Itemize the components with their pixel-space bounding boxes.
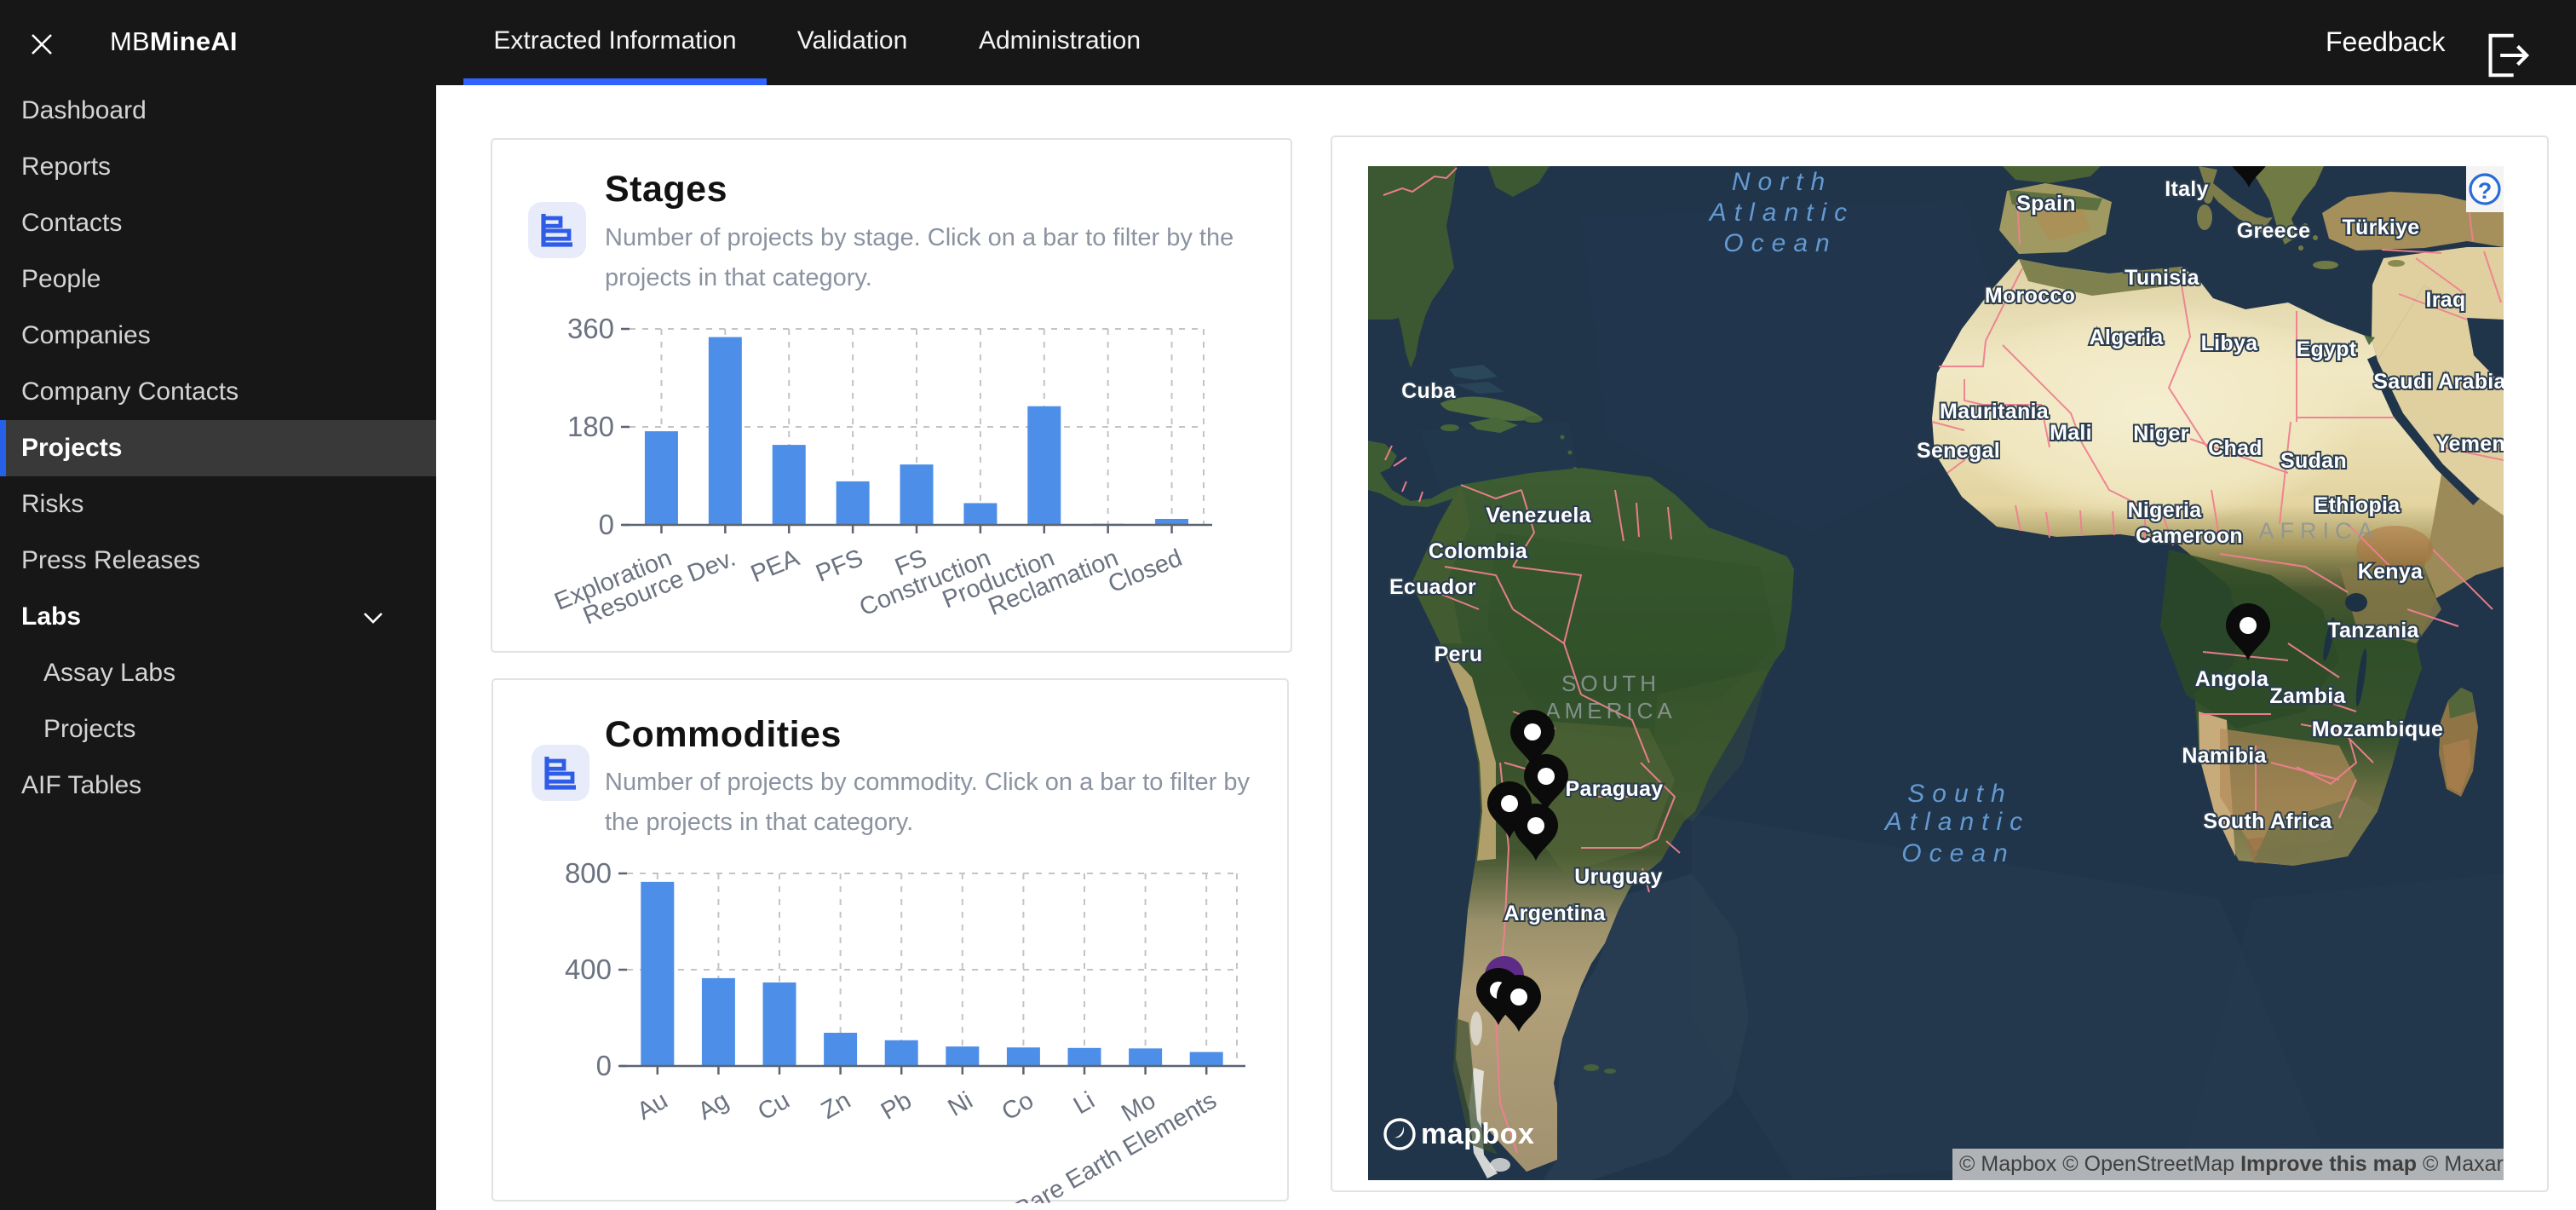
svg-text:Yemen: Yemen [2435,432,2504,456]
svg-text:Ag: Ag [693,1086,733,1125]
svg-text:Ethiopia: Ethiopia [2314,493,2401,517]
svg-text:Italy: Italy [2165,177,2209,201]
svg-text:AMERICA: AMERICA [1545,698,1676,723]
svg-text:Niger: Niger [2133,422,2188,446]
svg-text:mapbox: mapbox [1421,1118,1534,1150]
svg-text:Kenya: Kenya [2358,560,2424,584]
svg-text:Rare Earth Elements: Rare Earth Elements [1009,1086,1222,1203]
svg-text:Egypt: Egypt [2297,337,2357,361]
svg-text:Li: Li [1069,1086,1100,1120]
svg-text:?: ? [2478,178,2493,204]
svg-text:0: 0 [596,1050,612,1081]
svg-text:Morocco: Morocco [1985,284,2075,308]
svg-text:Zambia: Zambia [2269,684,2346,708]
svg-text:Pb: Pb [877,1086,917,1125]
svg-text:Ocean: Ocean [1901,839,2015,867]
svg-text:Tanzania: Tanzania [2327,619,2419,642]
svg-text:Greece: Greece [2237,219,2311,243]
svg-text:Atlantic: Atlantic [1883,808,2030,836]
svg-text:Closed: Closed [1104,544,1186,598]
svg-text:Tunisia: Tunisia [2125,266,2200,290]
svg-text:Venezuela: Venezuela [1486,504,1591,527]
svg-text:Cu: Cu [753,1086,794,1126]
svg-text:Nigeria: Nigeria [2128,498,2203,522]
svg-text:Mozambique: Mozambique [2312,717,2443,741]
svg-text:Ecuador: Ecuador [1389,575,1476,599]
svg-text:PFS: PFS [812,544,866,588]
svg-text:Zn: Zn [817,1086,855,1125]
svg-text:Angola: Angola [2195,667,2269,691]
svg-text:Cameroon: Cameroon [2136,524,2243,548]
svg-text:Libya: Libya [2201,331,2259,355]
svg-text:0: 0 [599,509,614,540]
svg-text:Senegal: Senegal [1917,439,2000,463]
svg-text:AFRICA: AFRICA [2258,518,2378,544]
svg-text:Uruguay: Uruguay [1574,865,1663,889]
svg-text:SOUTH: SOUTH [1561,671,1660,696]
svg-text:Mali: Mali [2050,421,2092,445]
svg-text:Co: Co [998,1086,1038,1126]
svg-text:Ni: Ni [944,1086,978,1121]
svg-text:Argentina: Argentina [1504,902,1606,925]
svg-text:Peru: Peru [1435,642,1483,666]
svg-text:Paraguay: Paraguay [1566,777,1664,801]
svg-text:PEA: PEA [747,544,803,589]
svg-text:Ocean: Ocean [1723,229,1837,257]
svg-text:South: South [1907,780,2012,808]
svg-text:South Africa: South Africa [2203,810,2332,833]
svg-text:800: 800 [565,857,612,889]
svg-text:Chad: Chad [2208,436,2263,460]
svg-text:Saudi Arabia: Saudi Arabia [2373,370,2504,394]
svg-text:Algeria: Algeria [2090,326,2165,349]
svg-text:180: 180 [567,411,614,442]
svg-text:360: 360 [567,313,614,344]
svg-text:Cuba: Cuba [1401,379,1456,403]
svg-text:Namibia: Namibia [2182,744,2267,768]
svg-text:Colombia: Colombia [1429,539,1528,563]
svg-text:Türkiye: Türkiye [2342,216,2419,239]
svg-text:Iraq: Iraq [2425,288,2465,312]
svg-text:Au: Au [633,1086,673,1125]
svg-text:Mauritania: Mauritania [1940,400,2050,424]
svg-text:Atlantic: Atlantic [1708,199,1854,227]
svg-text:North: North [1732,168,1832,196]
svg-text:Spain: Spain [2016,192,2076,216]
svg-text:© Mapbox © OpenStreetMap Impro: © Mapbox © OpenStreetMap Improve this ma… [1959,1152,2504,1176]
svg-text:Sudan: Sudan [2280,449,2347,473]
svg-text:400: 400 [565,954,612,985]
